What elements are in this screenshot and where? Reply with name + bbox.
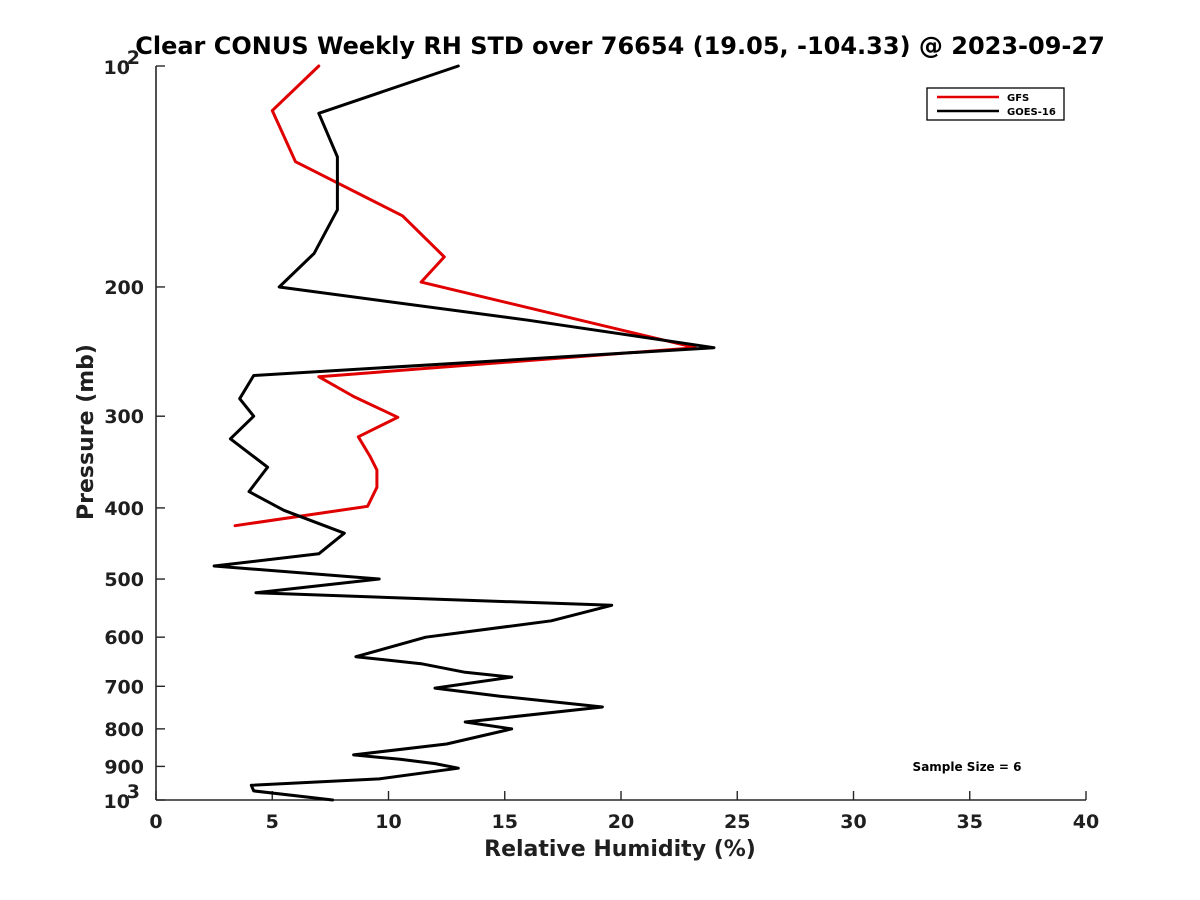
x-tick-label-35: 35 (957, 811, 983, 833)
x-tick-label-25: 25 (724, 811, 750, 833)
x-tick-label-0: 0 (149, 811, 162, 833)
y-tick-exponent-100: 2 (127, 47, 140, 69)
x-tick-label-30: 30 (840, 811, 866, 833)
x-tick-label-15: 15 (492, 811, 518, 833)
y-tick-label-900: 900 (104, 756, 144, 778)
y-tick-label-100: 10 (104, 57, 130, 79)
y-tick-label-200: 200 (104, 277, 144, 299)
y-tick-label-300: 300 (104, 406, 144, 428)
legend-label-gfs: GFS (1007, 93, 1029, 104)
y-tick-label-400: 400 (104, 498, 144, 520)
y-axis-label: Pressure (mb) (74, 344, 99, 520)
y-tick-label-700: 700 (104, 676, 144, 698)
legend-box (926, 87, 1065, 121)
legend-label-goes-16: GOES-16 (1007, 107, 1056, 118)
y-tick-exponent-1000: 3 (127, 781, 140, 803)
plot-area: 0 5 10 15 20 25 30 35 40 200 300 400 500 600 700 800 900… (104, 47, 1100, 833)
series-line-gfs (233, 64, 697, 528)
y-tick-label-1000: 10 (104, 791, 130, 813)
legend: GFS GOES-16 (926, 87, 1065, 121)
x-tick-label-40: 40 (1073, 811, 1099, 833)
y-tick-label-800: 800 (104, 719, 144, 741)
chart-title: Clear CONUS Weekly RH STD over 76654 (19… (135, 32, 1105, 60)
series-line-goes-16 (212, 64, 716, 802)
x-tick-label-5: 5 (266, 811, 279, 833)
x-tick-label-10: 10 (375, 811, 401, 833)
x-axis-label: Relative Humidity (%) (484, 837, 756, 862)
y-tick-label-600: 600 (104, 627, 144, 649)
x-tick-label-20: 20 (608, 811, 634, 833)
sample-size-annotation: Sample Size = 6 (913, 760, 1022, 774)
y-tick-label-500: 500 (104, 569, 144, 591)
